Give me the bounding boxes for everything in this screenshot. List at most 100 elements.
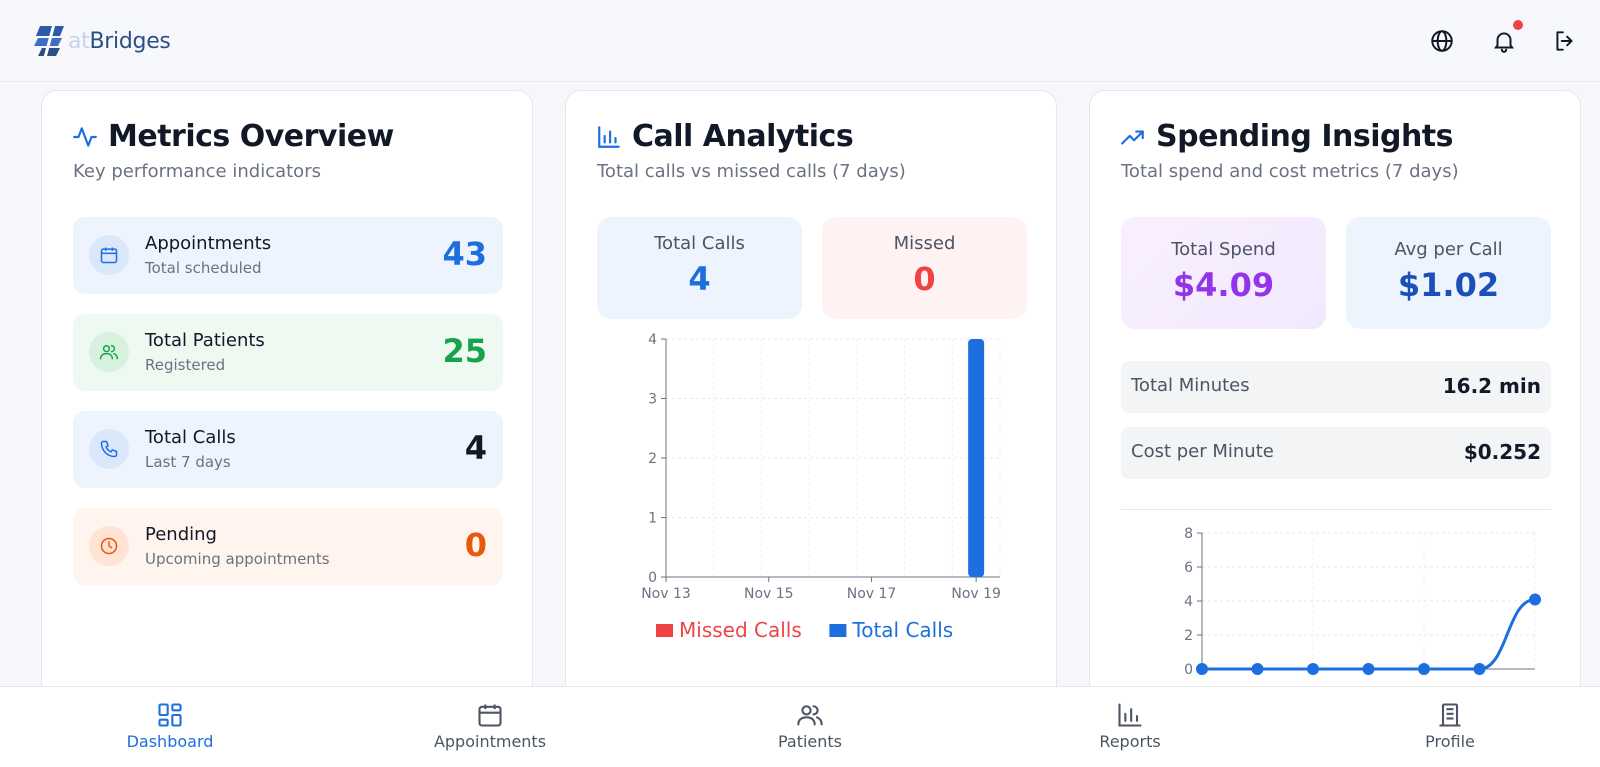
metrics-title-row: Metrics Overview (72, 119, 394, 154)
bar-chart-icon (598, 125, 620, 148)
logo-main: Bridges (89, 28, 171, 54)
data-point (1196, 663, 1208, 675)
y-tick-label: 4 (1184, 594, 1193, 610)
bar-chart-icon (1118, 703, 1142, 727)
activity-icon (73, 126, 97, 147)
stat-label: Total Spend (1171, 239, 1276, 260)
nav-label: Patients (777, 732, 843, 751)
metric-appointments[interactable]: Appointments Total scheduled 43 (73, 217, 503, 294)
y-tick-label: 0 (1184, 662, 1193, 678)
data-point (1529, 593, 1541, 606)
y-tick-label: 2 (648, 451, 657, 467)
nav-dashboard[interactable]: Dashboard (70, 687, 270, 767)
row-value: 16.2 min (1442, 374, 1541, 398)
nav-profile[interactable]: Profile (1350, 687, 1550, 767)
y-tick-label: 0 (648, 570, 657, 586)
bell-icon[interactable] (1491, 28, 1517, 54)
stat-label: Total Calls (654, 233, 745, 254)
y-tick-label: 4 (648, 332, 657, 348)
nav-label: Reports (1099, 732, 1161, 751)
row-label: Total Minutes (1131, 375, 1250, 396)
building-icon (1439, 703, 1461, 727)
legend-swatch (829, 624, 847, 637)
calls-subtitle: Total calls vs missed calls (7 days) (597, 161, 906, 182)
logo-prefix: at (68, 28, 90, 54)
bottom-navigation: Dashboard Appointments Patients Reports … (0, 686, 1600, 767)
y-tick-label: 3 (648, 392, 657, 408)
users-icon (797, 705, 823, 726)
metric-value: 0 (464, 526, 487, 564)
logout-icon[interactable] (1552, 28, 1578, 54)
data-point (1362, 663, 1375, 675)
row-label: Cost per Minute (1131, 441, 1274, 462)
metric-label: Pending (145, 524, 217, 545)
trending-up-icon (1121, 130, 1144, 145)
logo-mark-icon (34, 24, 64, 58)
metric-total-patients[interactable]: Total Patients Registered 25 (73, 314, 503, 391)
app-logo[interactable]: atBridges (34, 24, 171, 58)
globe-icon[interactable] (1429, 28, 1455, 54)
clock-icon (89, 526, 129, 566)
total-minutes-row: Total Minutes 16.2 min (1121, 361, 1551, 413)
logo-text: atBridges (68, 29, 171, 54)
top-header: atBridges (0, 0, 1600, 82)
cost-per-minute-row: Cost per Minute $0.252 (1121, 427, 1551, 479)
metric-value: 43 (442, 235, 487, 273)
nav-label: Profile (1425, 732, 1475, 751)
total-spend-stat: Total Spend $4.09 (1121, 217, 1326, 329)
spending-insights-card: Spending Insights Total spend and cost m… (1089, 90, 1581, 710)
users-icon (89, 332, 129, 372)
metrics-subtitle: Key performance indicators (73, 161, 321, 182)
metric-value: 4 (464, 429, 487, 467)
x-tick-label: Nov 17 (847, 586, 897, 602)
metric-label: Total Patients (145, 330, 265, 351)
x-tick-label: Nov 13 (641, 586, 691, 602)
spending-subtitle: Total spend and cost metrics (7 days) (1121, 161, 1459, 182)
total-calls-stat: Total Calls 4 (597, 217, 802, 319)
metric-sublabel: Last 7 days (145, 453, 231, 471)
stat-value: 0 (913, 260, 936, 298)
call-analytics-chart: 0 1 2 3 4 Nov 13 Nov 15 Nov 17 Nov 19 Missed Call… (641, 332, 1001, 642)
series-line (1201, 597, 1536, 671)
calls-title-row: Call Analytics (596, 119, 854, 154)
data-point (1251, 663, 1264, 675)
call-analytics-card: Call Analytics Total calls vs missed cal… (565, 90, 1057, 710)
data-point (1307, 663, 1319, 675)
calendar-icon (89, 235, 129, 275)
dashboard-icon (158, 703, 182, 727)
nav-appointments[interactable]: Appointments (390, 687, 590, 767)
data-point (1418, 663, 1430, 675)
bar (968, 339, 985, 577)
legend-label: Missed Calls (679, 618, 802, 642)
notification-dot (1513, 20, 1523, 30)
data-point (1473, 663, 1486, 675)
x-tick-label: Nov 15 (744, 586, 794, 602)
metric-sublabel: Registered (145, 356, 226, 374)
row-value: $0.252 (1463, 440, 1541, 464)
y-tick-label: 2 (1184, 628, 1193, 644)
stat-value: $4.09 (1172, 266, 1275, 304)
spending-title: Spending Insights (1156, 119, 1454, 154)
nav-label: Dashboard (126, 732, 214, 751)
metric-total-calls[interactable]: Total Calls Last 7 days 4 (73, 411, 503, 488)
nav-reports[interactable]: Reports (1030, 687, 1230, 767)
metric-pending[interactable]: Pending Upcoming appointments 0 (73, 508, 503, 585)
divider (1121, 509, 1551, 510)
y-tick-label: 6 (1184, 560, 1193, 576)
metrics-title: Metrics Overview (108, 119, 394, 154)
metrics-overview-card: Metrics Overview Key performance indicat… (41, 90, 533, 710)
y-tick-label: 1 (648, 511, 657, 527)
stat-label: Avg per Call (1394, 239, 1503, 260)
metric-label: Total Calls (145, 427, 236, 448)
metric-sublabel: Upcoming appointments (145, 550, 330, 568)
phone-icon (89, 429, 129, 469)
y-tick-label: 8 (1184, 526, 1193, 542)
x-tick-label: Nov 19 (951, 586, 1001, 602)
metric-label: Appointments (145, 233, 272, 254)
spending-title-row: Spending Insights (1120, 119, 1454, 154)
nav-label: Appointments (433, 732, 547, 751)
spending-chart: 0 2 4 6 8 (1184, 526, 1541, 678)
nav-patients[interactable]: Patients (710, 687, 910, 767)
legend-label: Total Calls (851, 618, 953, 642)
calls-title: Call Analytics (632, 119, 854, 154)
